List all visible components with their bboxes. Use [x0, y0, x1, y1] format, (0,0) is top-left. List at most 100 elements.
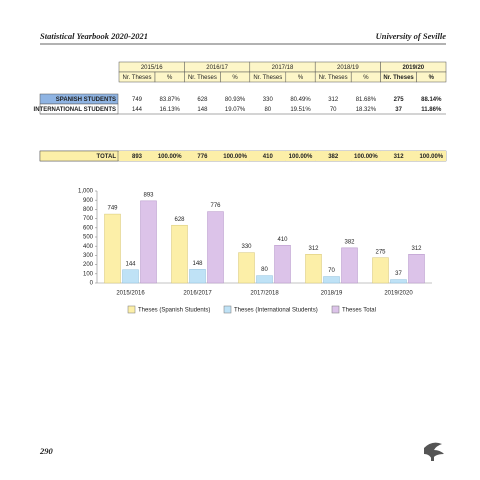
table-value: 19.51% — [290, 107, 311, 113]
table-value: 382 — [328, 154, 339, 160]
subheader: % — [232, 75, 238, 81]
bar — [372, 257, 389, 284]
table-value: 100.00% — [158, 154, 182, 160]
bar — [122, 269, 139, 284]
x-tick-label: 2015/2016 — [116, 291, 145, 297]
y-tick-label: 200 — [83, 262, 94, 268]
data-label: 410 — [277, 237, 288, 243]
row-cell — [119, 151, 155, 161]
subheader: % — [363, 75, 369, 81]
table-value: 312 — [328, 97, 339, 103]
table-value: 275 — [394, 97, 405, 103]
table-value: 312 — [394, 154, 405, 160]
table-value: 144 — [132, 107, 143, 113]
y-tick-label: 500 — [83, 235, 94, 241]
table-value: 330 — [263, 97, 274, 103]
bar — [171, 224, 188, 284]
data-label: 70 — [328, 268, 335, 274]
table-value: 83.87% — [160, 97, 181, 103]
legend-swatch — [127, 305, 136, 314]
data-label: 275 — [375, 249, 386, 255]
legend-swatch — [223, 305, 232, 314]
y-tick-label: 700 — [83, 216, 94, 222]
data-label: 312 — [308, 246, 319, 252]
table-value: 100.00% — [223, 154, 247, 160]
row-cell — [285, 151, 316, 161]
y-tick-label: 600 — [83, 225, 94, 231]
table-value: 100.00% — [289, 154, 313, 160]
table-value: 16.13% — [160, 107, 181, 113]
data-label: 80 — [261, 267, 268, 273]
subheader-cell — [416, 71, 447, 83]
bar — [408, 254, 425, 284]
year-header: 2017/18 — [272, 65, 294, 71]
bar — [104, 213, 121, 284]
year-header: 2015/16 — [141, 65, 163, 71]
row-cell — [184, 151, 221, 161]
row-label: SPANISH STUDENTS — [56, 97, 116, 103]
row-label-cell — [39, 150, 119, 162]
table-value: 749 — [132, 97, 143, 103]
table-value: 776 — [197, 154, 208, 160]
legend-label: Theses (Spanish Students) — [138, 308, 210, 314]
subheader: % — [167, 75, 173, 81]
data-label: 893 — [143, 192, 154, 198]
x-tick-label: 2019/2020 — [384, 291, 413, 297]
y-tick-label: 300 — [83, 253, 94, 259]
table-value: 18.32% — [356, 107, 377, 113]
bar — [256, 275, 273, 284]
legend-label: Theses (International Students) — [234, 308, 318, 314]
y-tick-label: 100 — [83, 271, 94, 277]
bar — [238, 252, 255, 284]
logo — [424, 442, 444, 461]
x-tick-label: 2017/2018 — [250, 291, 279, 297]
subheader: % — [298, 75, 304, 81]
row-cell — [315, 151, 352, 161]
y-tick-label: 400 — [83, 244, 94, 250]
table-value: 628 — [197, 97, 208, 103]
header-left: Statistical Yearbook 2020-2021 — [40, 31, 148, 41]
row-label: INTERNATIONAL STUDENTS — [34, 107, 116, 113]
subheader: Nr. Theses — [383, 75, 414, 81]
table-value: 100.00% — [419, 154, 443, 160]
table-value: 80 — [264, 107, 271, 113]
year-header: 2019/20 — [402, 65, 424, 71]
subheader: Nr. Theses — [188, 75, 217, 81]
table-value: 80.93% — [225, 97, 246, 103]
bar — [140, 200, 157, 284]
y-tick-label: 1,000 — [78, 189, 94, 195]
header-right: University of Seville — [376, 31, 447, 41]
y-tick-label: 900 — [83, 198, 94, 204]
table-value: 37 — [395, 107, 402, 113]
year-header: 2018/19 — [337, 65, 359, 71]
data-label: 148 — [192, 261, 203, 267]
legend-swatch — [331, 305, 340, 314]
data-label: 749 — [107, 206, 118, 212]
subheader: Nr. Theses — [253, 75, 282, 81]
bar — [274, 245, 291, 284]
table-value: 70 — [330, 107, 337, 113]
row-label: TOTAL — [97, 154, 117, 160]
table-value: 410 — [263, 154, 274, 160]
table-value: 148 — [197, 107, 208, 113]
x-tick-label: 2018/19 — [321, 291, 343, 297]
table-value: 81.68% — [356, 97, 377, 103]
y-tick-label: 0 — [90, 281, 94, 287]
bar — [390, 279, 407, 284]
data-label: 144 — [125, 261, 136, 267]
table-value: 11.86% — [421, 107, 442, 113]
year-header: 2016/17 — [206, 65, 228, 71]
table-value: 80.49% — [290, 97, 311, 103]
bar — [323, 276, 340, 284]
x-tick-label: 2016/2017 — [183, 291, 212, 297]
data-label: 382 — [344, 239, 355, 245]
data-label: 330 — [241, 244, 252, 250]
row-cell — [416, 151, 446, 161]
y-tick-label: 800 — [83, 207, 94, 213]
subheader: Nr. Theses — [319, 75, 348, 81]
subheader: Nr. Theses — [123, 75, 152, 81]
row-cell — [220, 151, 250, 161]
row-cell — [155, 151, 185, 161]
